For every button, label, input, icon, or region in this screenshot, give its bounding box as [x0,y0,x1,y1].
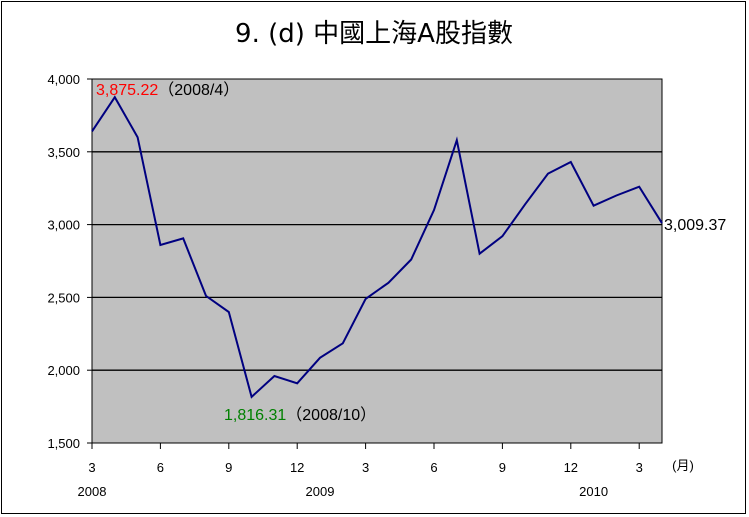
x-tick-label: 3 [362,460,369,475]
plot-area [91,78,663,444]
series-line [91,95,663,399]
x-tick-label: 6 [157,460,164,475]
x-tick-label: 3 [636,460,643,475]
x-tick-label: 12 [564,460,578,475]
chart-title: 9. (d) 中國上海A股指數 [235,19,513,49]
x-year-label: 2008 [78,484,107,499]
x-tick-label: 12 [290,460,304,475]
x-unit-label: (月) [672,458,694,473]
y-tick-label: 1,500 [47,436,80,451]
y-tick-label: 2,000 [47,363,80,378]
x-tick-label: 3 [88,460,95,475]
y-tick-label: 3,500 [47,145,80,160]
max-annotation: 3,875.22（2008/4） [96,81,239,99]
y-tick-label: 4,000 [47,72,80,87]
x-year-label: 2010 [579,484,608,499]
x-year-label: 2009 [306,484,335,499]
y-tick-label: 2,500 [47,290,80,305]
last-value-label: 3,009.37 [664,217,726,234]
min-annotation: 1,816.31（2008/10） [224,406,376,424]
y-tick-label: 3,000 [47,218,80,233]
x-tick-label: 6 [430,460,437,475]
x-tick-label: 9 [225,460,232,475]
x-tick-label: 9 [499,460,506,475]
